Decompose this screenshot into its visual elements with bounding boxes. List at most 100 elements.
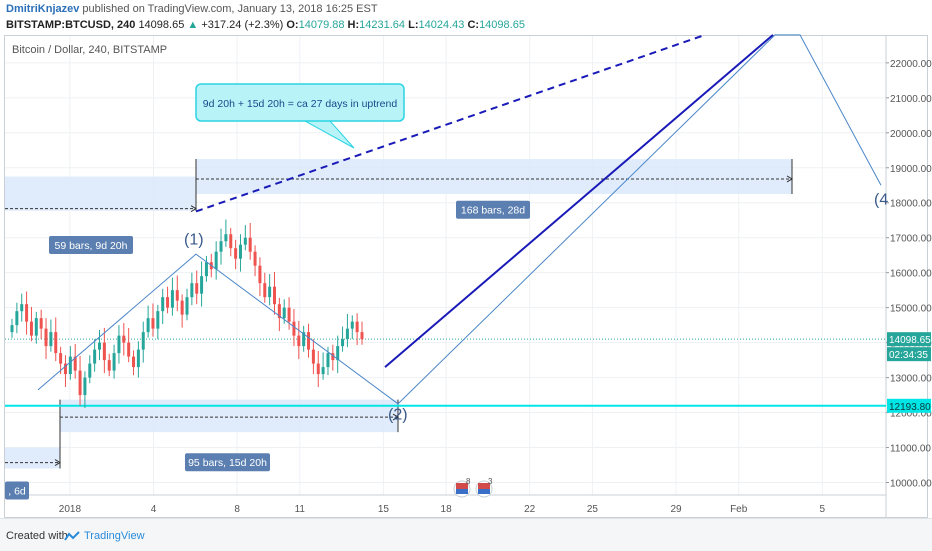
y-tick-label: 16000.00 (890, 269, 932, 280)
range-right-label-bg (456, 200, 530, 219)
candle-body (321, 367, 325, 375)
tradingview-logo-icon (64, 531, 80, 541)
candle-body (277, 304, 281, 319)
candle-body (316, 363, 320, 375)
chart-title: Bitcoin / Dollar, 240, BITSTAMP (12, 44, 168, 56)
last-price-label: 14098.65 (889, 335, 931, 346)
flag-stripe (456, 483, 468, 489)
up-arrow-icon: ▲ (187, 19, 199, 31)
y-tick-label: 18000.00 (890, 199, 932, 210)
candle-body (141, 332, 145, 350)
author-link[interactable]: DmitriKnjazev (6, 3, 80, 15)
candle-body (195, 283, 199, 294)
candle-body (214, 251, 218, 270)
candle-body (229, 234, 233, 249)
x-tick-label: Feb (730, 504, 748, 515)
candle-body (243, 237, 247, 245)
x-tick-label: 11 (295, 504, 306, 515)
range-partial-label-bg (5, 481, 29, 500)
open-label: O: (286, 19, 299, 31)
y-tick-label: 13000.00 (890, 374, 932, 385)
symbol-label: BITSTAMP:BTCUSD, 240 (6, 19, 136, 31)
low-label: L: (408, 19, 419, 31)
candle-body (83, 377, 87, 396)
x-tick-label: 18 (441, 504, 453, 515)
price-change: +317.24 (+2.3%) (201, 19, 284, 31)
flag-stripe (478, 489, 490, 494)
candle-body (190, 283, 194, 298)
candle-body (234, 248, 238, 259)
y-tick-label: 10000.00 (890, 479, 932, 490)
callout-text: 9d 20h + 15d 20h = ca 27 days in uptrend (203, 98, 398, 110)
low-value: 14024.43 (418, 19, 465, 31)
candle-body (15, 311, 19, 326)
candle-body (175, 290, 179, 301)
y-tick-label: 11000.00 (890, 444, 931, 455)
candle-body (39, 318, 43, 329)
candle-body (151, 318, 155, 329)
footer: Created with TradingView (0, 518, 932, 551)
event-count: 3 (488, 477, 493, 486)
candle-body (258, 265, 262, 284)
range-left-label-bg (49, 236, 133, 255)
x-tick-label: 8 (234, 504, 240, 515)
chart-frame (4, 35, 928, 518)
symbol-info-bar: BITSTAMP:BTCUSD, 240 14098.65 ▲ +317.24 … (6, 19, 525, 31)
candle-body (78, 370, 82, 396)
price-chart[interactable]: 22000.00 21000.00 20000.00 19000.00 18000.00… (0, 0, 932, 518)
x-tick-label: 15 (378, 504, 390, 515)
y-tick-label: 20000.00 (890, 129, 932, 140)
candle-body (59, 353, 63, 364)
projection-trendline (384, 34, 774, 368)
candle-body (253, 251, 257, 266)
range-bottom-label: 95 bars, 15d 20h (188, 457, 267, 469)
tradingview-brand-link[interactable]: TradingView (84, 530, 145, 542)
candle-body (122, 335, 126, 343)
last-price-label-bg (887, 332, 931, 347)
candle-body (180, 300, 184, 315)
candle-body (127, 342, 131, 357)
candle-body (311, 349, 315, 364)
range-box-bottom (60, 399, 398, 433)
y-tick-label: 19000.00 (890, 164, 932, 175)
countdown-label-bg (887, 347, 931, 362)
x-tick-label: 25 (587, 504, 599, 515)
candle-body (287, 307, 291, 322)
published-text: published on TradingView.com, January 13… (82, 3, 378, 15)
candle-body (331, 353, 335, 361)
candle-body (204, 262, 208, 277)
candle-body (360, 332, 364, 340)
candle-body (107, 360, 111, 371)
countdown-label: 02:34:35 (889, 350, 928, 361)
x-tick-label: 4 (151, 504, 157, 515)
candle-body (10, 325, 14, 333)
x-tick-label: 22 (524, 504, 536, 515)
close-value: 14098.65 (479, 19, 525, 31)
candle-body (166, 297, 170, 308)
y-tick-label: 17000.00 (890, 234, 932, 245)
flag-stripe (456, 489, 468, 494)
candle-body (88, 363, 92, 378)
candle-body (307, 332, 311, 350)
candle-body (73, 356, 77, 371)
close-label: C: (467, 19, 480, 31)
candle-body (263, 283, 267, 298)
candle-body (292, 321, 296, 336)
candle-body (20, 304, 24, 312)
high-label: H: (347, 19, 360, 31)
dashed-trendline (195, 33, 706, 213)
y-tick-label: 22000.00 (890, 59, 932, 70)
wave-2-label: (2) (388, 407, 408, 424)
candle-body (297, 335, 301, 347)
candle-body (219, 241, 223, 252)
range-box-right (196, 159, 792, 194)
wave-4-label: (4 (874, 191, 888, 208)
y-tick-label: 15000.00 (890, 304, 932, 315)
callout-pointer (304, 120, 355, 149)
publish-info: DmitriKnjazev published on TradingView.c… (6, 3, 378, 15)
last-price: 14098.65 (138, 19, 185, 31)
candle-body (224, 234, 228, 242)
candle-body (350, 321, 354, 329)
candle-body (238, 244, 242, 259)
event-count: 8 (466, 477, 471, 486)
